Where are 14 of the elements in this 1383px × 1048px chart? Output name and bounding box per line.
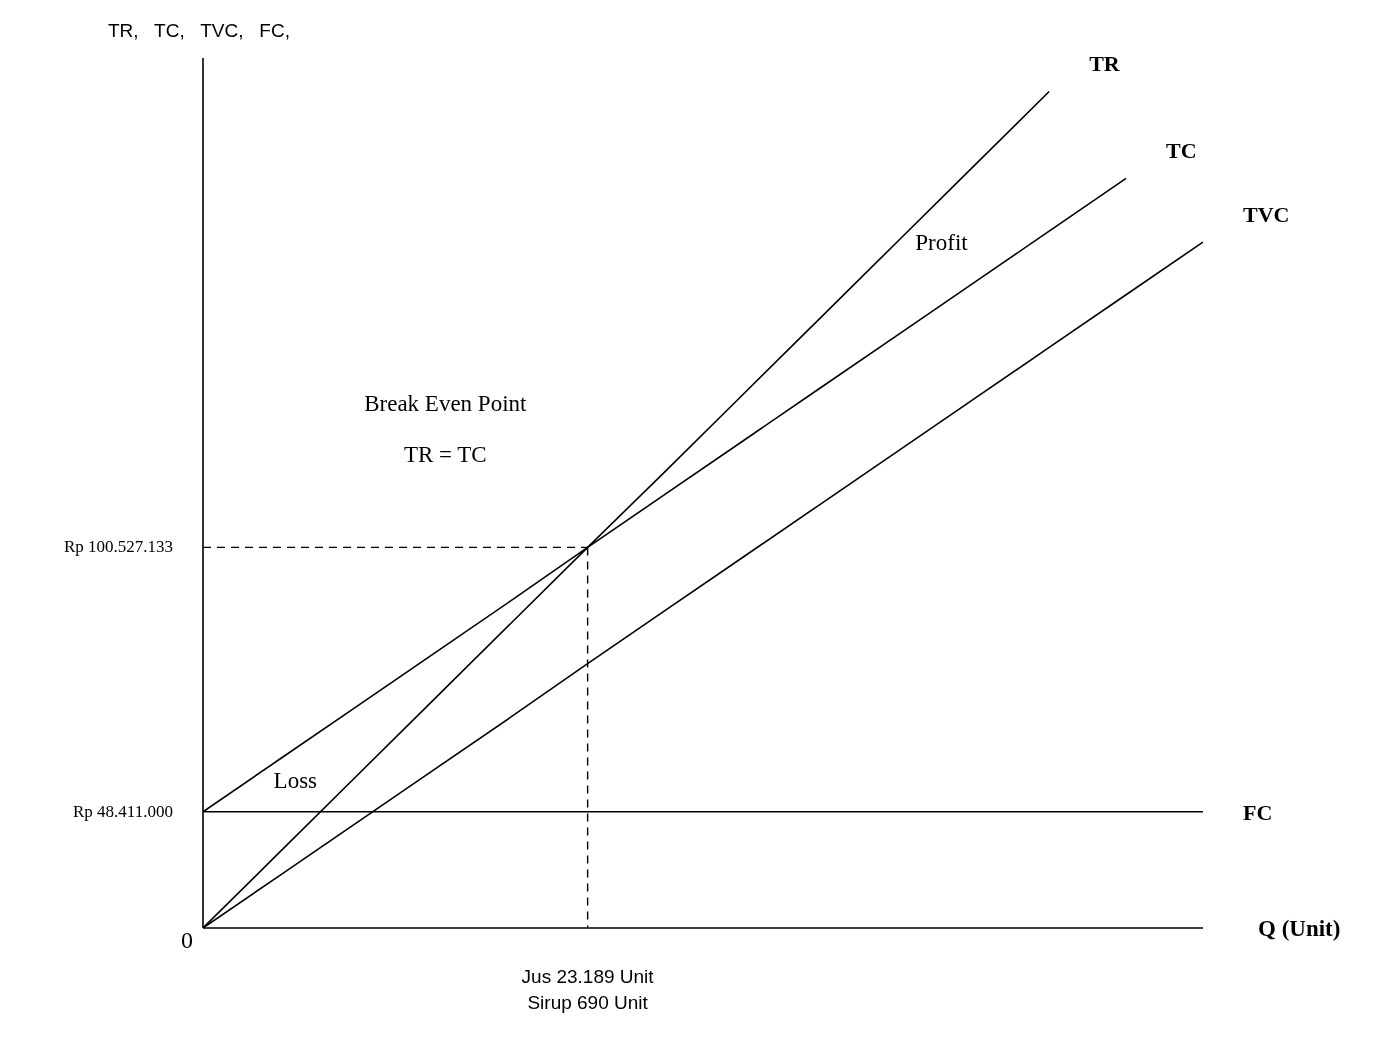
- series-label: FC: [1243, 799, 1273, 825]
- annotation: TR = TC: [403, 441, 487, 467]
- text: Rp 48.411.000: [73, 801, 173, 821]
- ref-line-label: Rp 100.527.133: [63, 537, 173, 557]
- annotation: Break Even Point: [364, 391, 528, 417]
- x-axis-title: Q (Unit): [1258, 916, 1341, 942]
- annotation: Loss: [273, 767, 318, 793]
- y-axis-title: TR, TC, TVC, FC,: [108, 20, 290, 42]
- series-label: TC: [1166, 138, 1197, 164]
- text: Jus 23.189 Unit Sirup 690 Unit: [521, 966, 655, 1013]
- series-label: TVC: [1243, 202, 1290, 228]
- text: 0: [181, 927, 193, 953]
- series-label: TR: [1089, 51, 1121, 77]
- annotation: Profit: [915, 230, 969, 256]
